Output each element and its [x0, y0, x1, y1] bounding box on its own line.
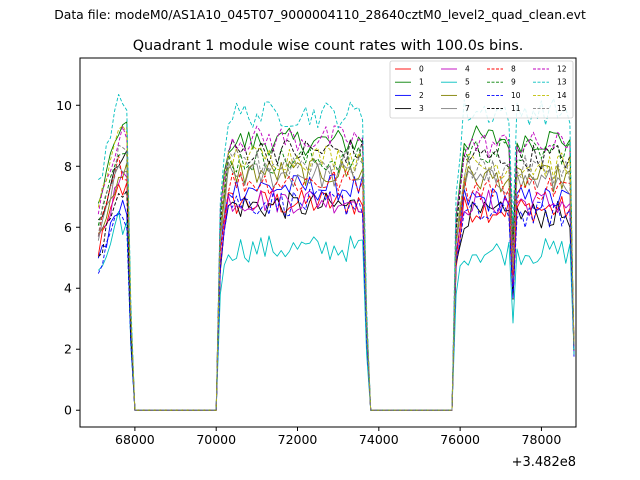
series-line-14 — [97, 125, 575, 411]
x-tick-label: 78000 — [522, 432, 562, 447]
series-line-8 — [97, 155, 575, 411]
y-axis: 0 2 4 6 8 10 — [56, 98, 80, 418]
legend-label-10: 10 — [511, 91, 521, 100]
legend-label-8: 8 — [511, 65, 516, 74]
series-line-13 — [98, 93, 575, 411]
x-axis: 68000 70000 72000 74000 76000 78000 — [115, 427, 561, 447]
x-tick-label: 68000 — [115, 432, 155, 447]
legend-label-0: 0 — [419, 65, 424, 74]
legend-label-9: 9 — [511, 78, 516, 87]
y-tick-label: 4 — [64, 281, 72, 296]
legend-label-14: 14 — [557, 91, 567, 100]
x-tick-label: 76000 — [440, 432, 480, 447]
series-layer — [97, 93, 575, 411]
y-tick-label: 6 — [64, 220, 72, 235]
series-line-6 — [97, 158, 575, 411]
legend-label-3: 3 — [419, 104, 424, 113]
series-line-10 — [97, 188, 575, 411]
series-line-1 — [97, 121, 575, 411]
series-line-5 — [97, 211, 575, 411]
legend-label-11: 11 — [511, 104, 521, 113]
series-line-12 — [97, 125, 575, 411]
chart-title: Quadrant 1 module wise count rates with … — [133, 38, 524, 54]
x-tick-label: 72000 — [278, 432, 318, 447]
legend-label-13: 13 — [557, 78, 567, 87]
y-tick-label: 2 — [64, 342, 72, 357]
legend-label-6: 6 — [465, 91, 470, 100]
legend-label-5: 5 — [465, 78, 470, 87]
x-tick-label: 74000 — [359, 432, 399, 447]
x-axis-offset-label: +3.482e8 — [512, 455, 576, 470]
legend-frame — [389, 60, 574, 119]
series-line-7 — [97, 161, 575, 411]
legend-label-12: 12 — [557, 65, 567, 74]
series-line-15 — [97, 144, 575, 411]
figure-suptitle: Data file: modeM0/AS1A10_045T07_90000041… — [54, 7, 586, 22]
y-tick-label: 8 — [64, 159, 72, 174]
series-line-4 — [97, 171, 575, 411]
legend-label-7: 7 — [465, 104, 470, 113]
y-tick-label: 0 — [64, 403, 72, 418]
legend-label-2: 2 — [419, 91, 424, 100]
x-tick-label: 70000 — [196, 432, 236, 447]
legend-label-4: 4 — [465, 65, 470, 74]
series-line-0 — [97, 182, 575, 411]
plot-area-frame — [79, 57, 577, 428]
y-tick-label: 10 — [56, 98, 72, 113]
legend-label-15: 15 — [557, 104, 567, 113]
legend-label-1: 1 — [419, 78, 424, 87]
